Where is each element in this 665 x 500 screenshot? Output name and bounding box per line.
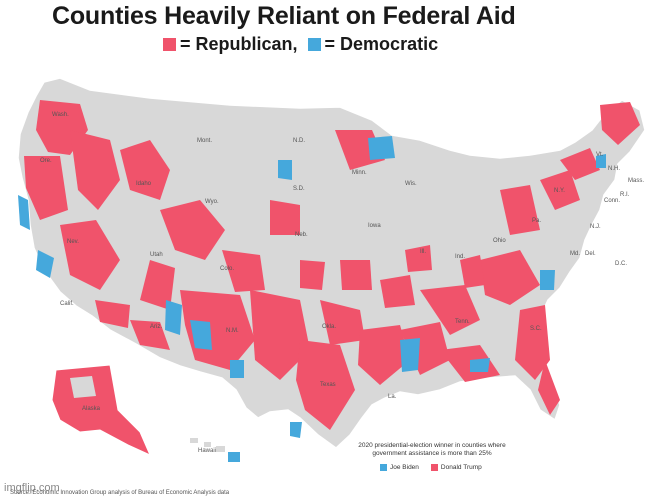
party-legend: = Republican, = Democratic — [163, 34, 438, 55]
contiguous-us-outline — [17, 77, 646, 449]
imgflip-watermark: imgflip.com — [4, 482, 60, 494]
state-label-ny: N.Y. — [554, 188, 565, 194]
state-label-ri: R.I. — [620, 192, 630, 198]
state-label-ariz: Ariz. — [150, 324, 162, 330]
state-label-ore: Ore. — [40, 158, 52, 164]
biden-key: Joe Biden — [380, 464, 419, 471]
state-label-nh: N.H. — [608, 166, 620, 172]
state-label-del: Del. — [585, 251, 596, 257]
map-title: Counties Heavily Reliant on Federal Aid — [52, 2, 516, 30]
state-label-alaska: Alaska — [82, 406, 101, 412]
state-label-texas: Texas — [320, 382, 336, 388]
state-label-wis: Wis. — [405, 181, 417, 187]
state-label-pa: Pa. — [532, 218, 541, 224]
democratic-counties — [18, 136, 606, 438]
state-label-sd: S.D. — [293, 186, 305, 192]
state-label-okla: Okla. — [322, 324, 336, 330]
state-label-mont: Mont. — [197, 138, 212, 144]
democratic-swatch — [307, 38, 321, 51]
state-label-wash: Wash. — [52, 112, 69, 118]
state-label-wyo: Wyo. — [205, 199, 219, 205]
state-label-idaho: Idaho — [136, 181, 152, 187]
map-note: 2020 presidential-election winner in cou… — [358, 442, 506, 457]
state-label-vt: Vt. — [596, 152, 604, 158]
state-label-la: La. — [388, 394, 397, 400]
trump-swatch — [430, 464, 438, 471]
republican-counties — [24, 100, 640, 430]
state-label-conn: Conn. — [604, 198, 620, 204]
hawaii — [190, 438, 240, 462]
state-label-colo: Colo. — [220, 266, 234, 272]
state-label-ill: Ill. — [420, 249, 426, 255]
state-label-utah: Utah — [150, 252, 163, 258]
state-label-nd: N.D. — [293, 138, 305, 144]
candidate-key: Joe Biden Donald Trump — [380, 464, 482, 471]
alaska-gray — [70, 376, 96, 398]
state-label-ind: Ind. — [455, 254, 465, 260]
state-label-ohio: Ohio — [493, 238, 506, 244]
state-labels: Wash. Ore. Idaho Mont. N.D. Minn. S.D. W… — [40, 112, 644, 454]
source-credit: Source: Economic Innovation Group analys… — [10, 490, 230, 496]
democratic-legend-label: = Democratic — [324, 34, 439, 54]
state-label-nev: Nev. — [67, 239, 79, 245]
biden-swatch — [380, 464, 387, 471]
trump-key-label: Donald Trump — [440, 464, 482, 471]
state-label-mass: Mass. — [628, 178, 644, 184]
trump-key: Donald Trump — [430, 464, 482, 471]
republican-legend-label: = Republican, — [180, 34, 298, 54]
state-label-calif: Calif. — [60, 301, 74, 307]
state-label-md: Md. — [570, 251, 580, 257]
us-county-map: Wash. Ore. Idaho Mont. N.D. Minn. S.D. W… — [17, 77, 646, 462]
state-label-sc: S.C. — [530, 326, 542, 332]
state-label-iowa: Iowa — [368, 223, 381, 229]
state-label-tenn: Tenn. — [455, 319, 470, 325]
state-label-minn: Minn. — [352, 170, 367, 176]
state-label-dc: D.C. — [615, 261, 627, 267]
state-label-neb: Neb. — [295, 232, 308, 238]
republican-swatch — [163, 38, 176, 51]
state-label-hawaii: Hawaii — [198, 448, 216, 454]
biden-key-label: Joe Biden — [390, 464, 419, 471]
state-label-nj: N.J. — [590, 224, 601, 230]
alaska — [51, 364, 151, 456]
state-label-nm: N.M. — [226, 328, 239, 334]
